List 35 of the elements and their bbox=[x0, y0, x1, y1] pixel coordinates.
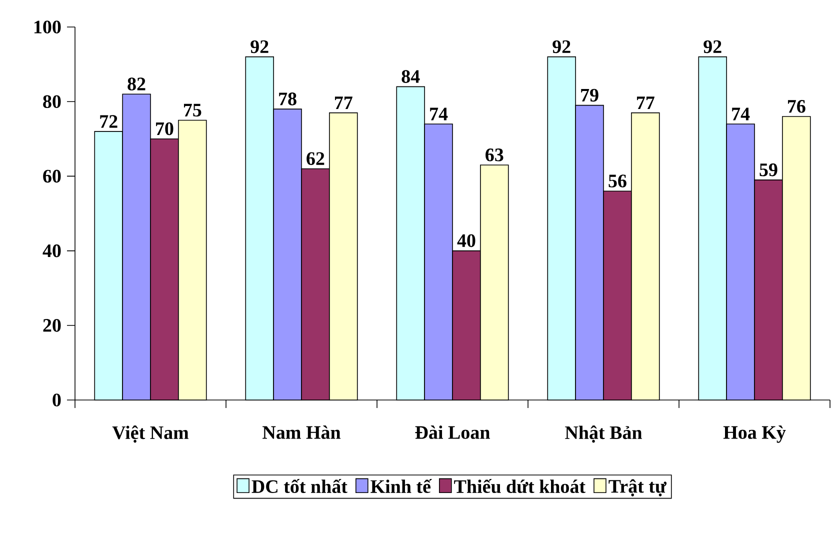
legend-label: Trật tự bbox=[608, 479, 667, 496]
data-label: 92 bbox=[704, 40, 722, 54]
legend-label: Thiếu dứt khoát bbox=[454, 479, 586, 494]
data-label: 75 bbox=[184, 104, 202, 117]
x-tick-label: Đài Loan bbox=[415, 426, 490, 439]
x-tick-label: Nhật Bản bbox=[565, 426, 642, 443]
legend-label: Kinh tế bbox=[370, 479, 432, 494]
data-label: 63 bbox=[486, 148, 504, 162]
y-tick-label: 60 bbox=[43, 170, 61, 183]
y-tick-label: 0 bbox=[52, 394, 61, 406]
data-label: 70 bbox=[156, 122, 174, 136]
data-label: 82 bbox=[128, 78, 146, 90]
data-label: 56 bbox=[608, 174, 626, 188]
y-tick-label: 100 bbox=[34, 20, 61, 34]
data-label: 74 bbox=[732, 108, 750, 120]
y-tick-label: 40 bbox=[42, 244, 61, 258]
data-label: 77 bbox=[636, 96, 654, 110]
data-label: 72 bbox=[100, 115, 118, 128]
data-label: 40 bbox=[457, 234, 476, 248]
data-label: 62 bbox=[306, 152, 324, 166]
data-label: 77 bbox=[334, 96, 352, 110]
y-tick-label: 80 bbox=[43, 95, 61, 108]
data-label: 59 bbox=[760, 163, 778, 176]
y-tick-label: 20 bbox=[43, 319, 61, 332]
data-label: 79 bbox=[581, 88, 598, 102]
legend-label: DC tốt nhất bbox=[252, 479, 348, 494]
data-label: 78 bbox=[279, 92, 296, 106]
x-tick-label: Nam Hàn bbox=[262, 426, 341, 439]
data-label: 76 bbox=[788, 100, 806, 113]
data-label: 74 bbox=[430, 108, 448, 120]
x-tick-label: Hoa Kỳ bbox=[723, 426, 786, 443]
x-tick-label: Việt Nam bbox=[112, 426, 189, 443]
data-label: 92 bbox=[552, 40, 570, 54]
data-label: 92 bbox=[250, 40, 268, 54]
data-label: 84 bbox=[402, 70, 420, 83]
